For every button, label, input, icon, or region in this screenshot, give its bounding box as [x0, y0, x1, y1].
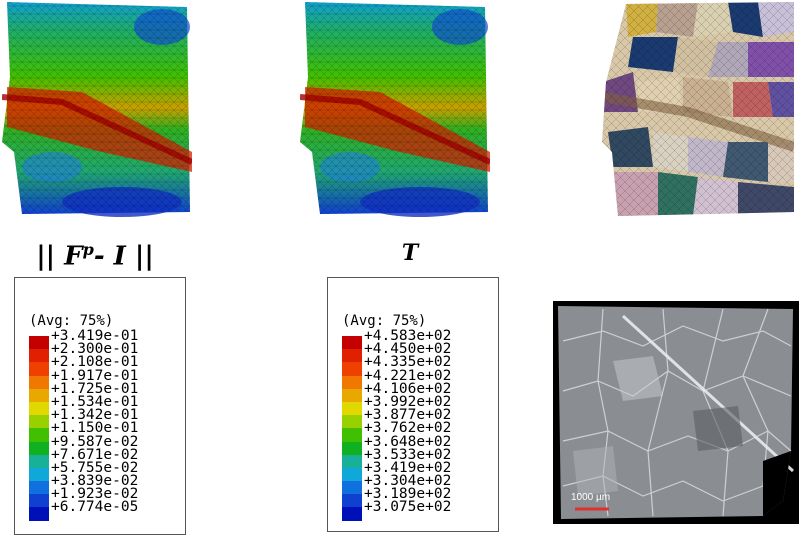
legend-value: +1.917e-01 — [51, 367, 139, 384]
legend-swatch — [29, 375, 49, 389]
legend-swatch — [342, 494, 362, 508]
legend-values: +3.419e-01 +2.300e-01 +2.108e-01 +1.917e-01… — [51, 328, 139, 516]
legend-swatch — [342, 441, 362, 455]
legend-color-scale — [342, 336, 362, 521]
legend-value: +3.992e+02 — [364, 393, 452, 410]
legend-swatch — [342, 349, 362, 363]
legend-value: +4.450e+02 — [364, 341, 452, 358]
legend-value: +6.774e-05 — [51, 499, 139, 516]
legend-value: +2.108e-01 — [51, 354, 139, 371]
legend-swatch — [29, 415, 49, 429]
legend-value: +1.342e-01 — [51, 407, 139, 424]
legend-swatch — [29, 507, 49, 521]
legend-swatch — [342, 428, 362, 442]
legend-swatch — [342, 375, 362, 389]
legend-value: +3.648e+02 — [364, 433, 452, 450]
legend-value: +9.587e-02 — [51, 433, 139, 450]
legend-value: +1.923e-02 — [51, 486, 139, 503]
legend-value: +3.304e+02 — [364, 473, 452, 490]
legend-values: +4.583e+02 +4.450e+02 +4.335e+02 +4.221e+02… — [364, 328, 452, 516]
legend-swatch — [342, 336, 362, 350]
legend-swatch — [342, 454, 362, 468]
legend-swatch — [29, 454, 49, 468]
temperature-label: T — [401, 240, 419, 266]
legend-swatch — [29, 336, 49, 350]
legend-value: +1.150e-01 — [51, 420, 139, 437]
legend-value: +3.839e-02 — [51, 473, 139, 490]
legend-value: +4.335e+02 — [364, 354, 452, 371]
scale-bar-label: 1000 µm — [571, 492, 611, 503]
legend-value: +3.877e+02 — [364, 407, 452, 424]
legend-value: +7.671e-02 — [51, 446, 139, 463]
legend-swatch — [29, 428, 49, 442]
legend-value: +3.419e+02 — [364, 459, 452, 476]
legend-swatch — [29, 481, 49, 495]
legend-title: (Avg: 75%) — [29, 313, 114, 329]
legend-swatch — [342, 481, 362, 495]
legend-swatch — [29, 401, 49, 416]
legend-swatch — [29, 362, 49, 376]
legend-swatch — [29, 441, 49, 455]
legend-value: +4.221e+02 — [364, 367, 452, 384]
legend-value: +3.762e+02 — [364, 420, 452, 437]
legend-swatch — [29, 349, 49, 363]
legend-value: +4.583e+02 — [364, 328, 452, 344]
micrograph-photo: 1000 µm — [553, 301, 799, 524]
legend-title: (Avg: 75%) — [342, 313, 427, 329]
legend-value: +3.419e-01 — [51, 328, 139, 344]
legend-value: +2.300e-01 — [51, 341, 139, 358]
legend-value: +3.075e+02 — [364, 499, 452, 516]
legend-plastic-deformation: (Avg: 75%) +3.419e-01 +2.300e-01 +2.108e-0… — [14, 277, 186, 535]
legend-swatch — [342, 415, 362, 429]
legend-value: +1.725e-01 — [51, 380, 139, 397]
legend-swatch — [342, 362, 362, 376]
legend-value: +3.189e+02 — [364, 486, 452, 503]
legend-value: +5.755e-02 — [51, 459, 139, 476]
legend-value: +3.533e+02 — [364, 446, 452, 463]
legend-swatch — [342, 401, 362, 416]
contour-plot-temperature — [299, 2, 492, 217]
legend-swatch — [342, 507, 362, 521]
legend-value: +4.106e+02 — [364, 380, 452, 397]
legend-color-scale — [29, 336, 49, 521]
legend-swatch — [29, 388, 49, 402]
fp-norm-label: || Fp- I || — [36, 240, 154, 272]
grain-structure-mesh — [598, 2, 798, 217]
legend-swatch — [29, 494, 49, 508]
legend-swatch — [342, 467, 362, 482]
legend-swatch — [29, 467, 49, 482]
legend-value: +1.534e-01 — [51, 393, 139, 410]
contour-plot-plastic-deformation — [1, 2, 194, 217]
legend-swatch — [342, 388, 362, 402]
legend-temperature: (Avg: 75%) +4.583e+02 +4.450e+02 +4.335e+0… — [327, 277, 499, 532]
